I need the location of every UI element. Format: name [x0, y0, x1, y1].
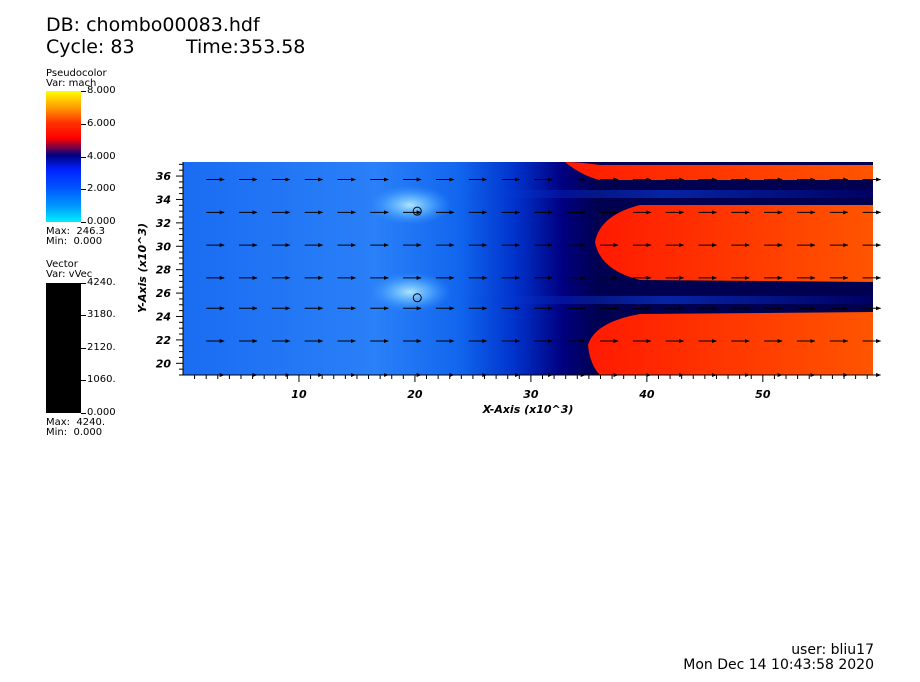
axes: 10 20 30 40 50 20 22 24 26 28 30 32 34 36	[156, 162, 873, 401]
jet-upper	[565, 162, 873, 180]
pseudocolor-color-bar	[46, 91, 81, 222]
pseudocolor-tick	[81, 91, 86, 92]
y-tick-label: 28	[156, 264, 172, 277]
circle-marker	[412, 206, 422, 216]
pseudocolor-tick-label: 2.000	[87, 183, 116, 194]
pseudocolor-tick	[81, 124, 86, 125]
y-tick-label: 36	[156, 170, 172, 183]
pseudocolor-min: Min: 0.000	[46, 236, 103, 247]
vector-color-bar	[46, 283, 81, 413]
x-tick-label: 10	[291, 388, 307, 401]
vector-legend-var: Var: vVec	[46, 269, 93, 280]
x-tick-label: 30	[523, 388, 539, 401]
pseudocolor-tick	[81, 189, 86, 190]
user-label: user: bliu17	[791, 642, 874, 658]
circle-marker	[412, 293, 422, 303]
pseudocolor-legend-var: Var: mach	[46, 78, 97, 89]
vector-max: Max: 4240.	[46, 417, 106, 428]
y-tick-label: 32	[156, 217, 172, 230]
y-tick-label: 34	[156, 193, 171, 206]
pseudocolor-tick	[81, 157, 86, 158]
y-tick-label: 30	[156, 240, 172, 253]
y-tick-label: 24	[156, 310, 171, 323]
vector-tick-label: 0.000	[87, 407, 116, 418]
cycle-label: Cycle: 83	[46, 36, 135, 58]
x-tick-label: 40	[638, 388, 655, 401]
vector-tick	[81, 380, 86, 381]
pseudocolor-tick-label: 0.000	[87, 216, 116, 227]
pseudocolor-tick-label: 4.000	[87, 151, 116, 162]
jet-middle	[595, 205, 873, 282]
pseudocolor-max: Max: 246.3	[46, 226, 106, 237]
vector-tick-label: 4240.	[87, 277, 116, 288]
y-tick-label: 26	[156, 287, 172, 300]
y-tick-label: 22	[156, 334, 172, 347]
vector-tick	[81, 315, 86, 316]
time-label: Time:353.58	[186, 36, 306, 58]
shear-upper	[460, 190, 873, 198]
vector-field	[206, 177, 882, 377]
y-tick-label: 20	[156, 357, 172, 370]
x-tick-label: 20	[407, 388, 423, 401]
glow-upper	[368, 185, 452, 225]
vector-tick	[81, 348, 86, 349]
x-tick-label: 50	[755, 388, 771, 401]
vector-tick	[81, 283, 86, 284]
pseudocolor-tick-label: 8.000	[87, 85, 116, 96]
circle-markers	[412, 206, 422, 303]
jet-lower	[588, 312, 873, 375]
y-axis-label: Y-Axis (x10^3)	[136, 223, 149, 313]
vector-tick	[81, 413, 86, 414]
vector-min: Min: 0.000	[46, 427, 103, 438]
datetime-label: Mon Dec 14 10:43:58 2020	[683, 657, 874, 673]
pseudocolor-legend-title: Pseudocolor	[46, 68, 107, 79]
glow-lower	[368, 272, 452, 312]
x-axis-label: X-Axis (x10^3)	[482, 403, 574, 416]
pseudocolor-tick-label: 6.000	[87, 118, 116, 129]
vector-legend-title: Vector	[46, 259, 78, 270]
pseudocolor-tick	[81, 222, 86, 223]
shear-lower	[460, 296, 873, 304]
vector-tick-label: 2120.	[87, 342, 116, 353]
database-title: DB: chombo00083.hdf	[46, 14, 260, 36]
vector-tick-label: 1060.	[87, 374, 116, 385]
vector-tick-label: 3180.	[87, 309, 116, 320]
